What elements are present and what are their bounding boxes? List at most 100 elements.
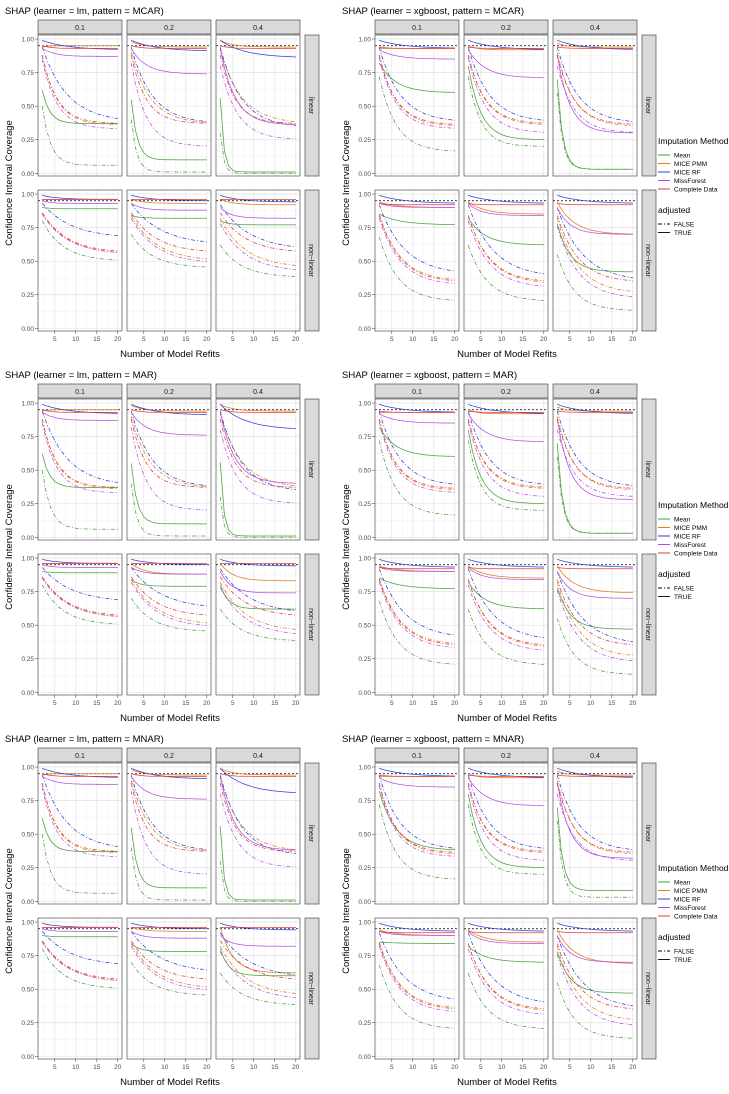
panel-non_linear-0_4: 5 10 15 20 xyxy=(552,189,638,343)
facet-strip-col-label: 0.4 xyxy=(253,753,263,760)
series-line-complete-true xyxy=(131,409,207,413)
panel-border xyxy=(37,34,123,177)
panel-border xyxy=(126,917,212,1060)
facet-strip-col-label: 0.1 xyxy=(412,25,422,32)
y-tick-label: 0.50 xyxy=(21,468,34,475)
panel-border xyxy=(374,189,460,332)
series-line-mean-false xyxy=(467,440,544,511)
series-line-complete-true xyxy=(468,931,544,934)
facet-strip-row xyxy=(304,398,320,541)
panel-background xyxy=(38,35,122,176)
series-line-rf-false xyxy=(219,932,296,976)
series-line-missforest-false xyxy=(556,590,633,662)
panel-background xyxy=(375,190,459,331)
series-line-complete-true xyxy=(557,931,633,934)
panel-border xyxy=(374,762,460,905)
panel-border xyxy=(552,762,638,905)
x-tick-label: 5 xyxy=(568,1064,572,1071)
series-line-complete-true xyxy=(557,774,633,777)
panel-background xyxy=(553,554,637,695)
panel-background xyxy=(464,554,548,695)
series-line-mean-false xyxy=(556,456,633,534)
series-line-mean-false xyxy=(219,496,296,538)
y-tick-label: 0.00 xyxy=(21,326,34,333)
x-tick-label: 15 xyxy=(93,1064,101,1071)
series-line-complete-false xyxy=(219,55,296,124)
series-line-mean-false xyxy=(41,106,118,166)
series-line-rf-true xyxy=(468,559,544,568)
facet-strip-row-label: linear xyxy=(644,97,651,115)
series-line-rf-false xyxy=(378,568,455,636)
series-line-mean-true xyxy=(378,791,455,850)
series-line-complete-false xyxy=(467,783,544,853)
series-line-rf-false xyxy=(41,567,118,601)
panel-linear-0_2 xyxy=(463,762,549,905)
facet-strip-col-label: 0.2 xyxy=(501,25,511,32)
x-tick-label: 5 xyxy=(390,700,394,707)
panel-linear-0_4 xyxy=(552,34,638,177)
x-tick-label: 10 xyxy=(587,1064,595,1071)
panel-border xyxy=(215,553,301,696)
series-line-pmm-true xyxy=(131,405,207,412)
x-tick-label: 5 xyxy=(142,700,146,707)
panel-border xyxy=(37,398,123,541)
series-line-complete-false xyxy=(219,419,296,488)
series-line-complete-false xyxy=(378,943,455,1010)
y-tick-label: 0.25 xyxy=(358,865,371,872)
facet-strip-row xyxy=(304,34,320,177)
series-line-rf-true xyxy=(131,559,207,565)
series-line-pmm-true xyxy=(220,40,296,48)
series-line-mean-false xyxy=(41,834,118,894)
y-tick-label: 0.75 xyxy=(21,225,34,232)
y-tick-label: 0.00 xyxy=(358,535,371,542)
legend-label-missforest: MissForest xyxy=(674,178,706,185)
series-line-missforest-true xyxy=(219,571,296,594)
series-line-mean-false xyxy=(467,804,544,875)
panel-non_linear-0_4: 5 10 15 20 xyxy=(215,553,301,707)
panel-linear-0_1 xyxy=(37,398,123,541)
series-line-missforest-true xyxy=(556,419,633,500)
series-line-rf-false xyxy=(556,571,633,642)
x-tick-label: 15 xyxy=(271,700,279,707)
series-line-complete-true xyxy=(42,409,118,413)
x-tick-label: 20 xyxy=(629,336,637,343)
y-tick-label: 0.75 xyxy=(21,589,34,596)
x-tick-label: 5 xyxy=(479,336,483,343)
series-line-missforest-true xyxy=(131,931,207,939)
y-tick-label: 0.75 xyxy=(21,70,34,77)
x-tick-label: 20 xyxy=(203,700,211,707)
series-line-rf-false xyxy=(130,931,207,971)
legend-label-mean: Mean xyxy=(674,517,691,524)
panel-non_linear-0_4: 5 10 15 20 xyxy=(215,189,301,343)
series-line-missforest-true xyxy=(379,49,455,60)
series-line-complete-true xyxy=(379,410,455,413)
series-line-rf-true xyxy=(379,768,455,777)
series-line-mean-false xyxy=(219,244,296,277)
y-tick-label: 1.00 xyxy=(21,920,34,927)
y-tick-label: 1.00 xyxy=(358,556,371,563)
facet-strip-col-label: 0.2 xyxy=(164,389,174,396)
x-tick-label: 5 xyxy=(53,700,57,707)
facet-strip-row-label: linear xyxy=(307,825,314,843)
y-tick-label: 0.25 xyxy=(358,137,371,144)
y-tick-label: 1.00 xyxy=(21,192,34,199)
y-tick-label: 0.50 xyxy=(21,104,34,111)
series-line-rf-true xyxy=(557,768,633,778)
panel-linear-0_1 xyxy=(374,398,460,541)
series-line-pmm-false xyxy=(556,946,633,1020)
x-tick-label: 5 xyxy=(53,336,57,343)
panel-linear-0_2 xyxy=(126,34,212,177)
series-line-rf-false xyxy=(219,774,296,854)
x-tick-label: 10 xyxy=(409,1064,417,1071)
series-line-rf-false xyxy=(130,203,207,243)
x-tick-label: 15 xyxy=(271,1064,279,1071)
series-line-missforest-false xyxy=(219,951,296,998)
panel-linear-0_2 xyxy=(126,398,212,541)
block-title: SHAP (learner = xgboost, pattern = MNAR) xyxy=(342,734,524,745)
series-line-complete-true xyxy=(220,409,296,413)
panel-border xyxy=(552,398,638,541)
panel-border xyxy=(552,34,638,177)
series-line-mean-true xyxy=(467,217,544,246)
series-line-mean-false xyxy=(556,982,633,1039)
series-line-rf-true xyxy=(379,195,455,204)
